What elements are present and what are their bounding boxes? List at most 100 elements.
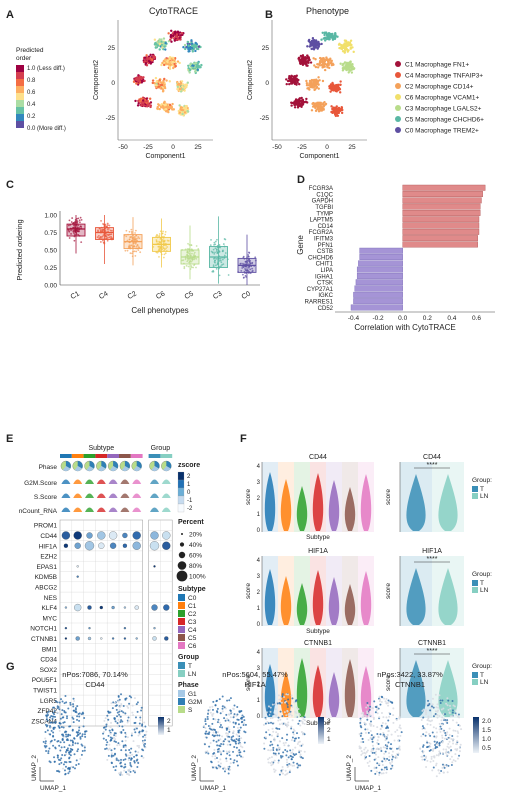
panel-b-point (352, 67, 355, 71)
panel-g-point (390, 733, 393, 736)
panel-g-point (73, 753, 76, 756)
panel-c-point (75, 217, 78, 220)
panel-g-point (287, 745, 290, 748)
panel-g-ylabel: UMAP_2 (346, 755, 353, 781)
panel-b-point (293, 106, 297, 109)
panel-g-point (293, 754, 296, 757)
panel-g-point (219, 762, 222, 765)
panel-c-point (101, 235, 104, 238)
panel-g-point (426, 704, 429, 707)
panel-g-point (360, 712, 363, 715)
panel-d-bar (402, 216, 480, 223)
panel-g-point (68, 751, 71, 754)
panel-g-point (265, 731, 268, 734)
panel-g-point (139, 719, 142, 722)
panel-g-point (269, 744, 272, 747)
panel-g-point (232, 725, 235, 728)
panel-g-point (433, 735, 436, 738)
panel-g-point (368, 760, 371, 763)
panel-e-subtype-swatch (178, 618, 185, 625)
panel-g-point (289, 763, 292, 766)
panel-b-point (330, 105, 333, 108)
panel-g-point (224, 719, 227, 722)
panel-g-point (109, 711, 112, 714)
panel-g-point (269, 717, 272, 720)
panel-g-point (436, 714, 439, 717)
panel-g-point (398, 745, 401, 748)
panel-g-point (120, 693, 123, 696)
panel-a-point (143, 56, 147, 59)
panel-e-dot (122, 543, 128, 548)
panel-e-track-violin (120, 493, 130, 498)
panel-g-point (362, 740, 365, 743)
panel-b-point (324, 62, 327, 66)
panel-g-point (287, 756, 290, 759)
panel-g-point (298, 712, 301, 715)
panel-g-point (215, 740, 218, 743)
panel-g-point (59, 717, 62, 720)
panel-g-point (452, 738, 455, 741)
panel-g-point (426, 719, 429, 722)
panel-g-point (299, 724, 302, 727)
panel-g-point (376, 739, 379, 742)
panel-c-box (95, 227, 114, 240)
panel-c-point (99, 241, 102, 243)
panel-g-point (382, 733, 385, 736)
panel-g-point (303, 722, 306, 725)
panel-g-point (294, 710, 297, 713)
panel-g-point (398, 716, 401, 719)
panel-b-point (349, 39, 353, 42)
panel-letter-A: A (6, 9, 14, 21)
panel-b-point (314, 58, 317, 61)
panel-g-point (431, 705, 434, 708)
panel-g-point (286, 766, 289, 769)
panel-g-point (63, 769, 66, 772)
panel-b-point (340, 111, 344, 115)
panel-g-point (232, 707, 235, 710)
panel-g-point (214, 704, 217, 707)
panel-g-point (228, 765, 231, 768)
panel-e-dot (162, 531, 171, 540)
panel-b-point (321, 79, 325, 83)
panel-a-point (140, 77, 143, 81)
panel-b-point (291, 79, 295, 82)
panel-a-point (159, 106, 163, 109)
panel-g-point (381, 764, 384, 767)
panel-a-point (165, 79, 168, 82)
panel-g-point (394, 755, 397, 758)
panel-g-point (216, 721, 219, 724)
panel-g-point (236, 713, 239, 716)
panel-g-point (383, 697, 386, 700)
panel-g-point (48, 760, 51, 763)
panel-g-point (435, 736, 438, 739)
panel-g-point (103, 719, 106, 722)
panel-g-point (54, 715, 57, 718)
panel-g-point (441, 723, 444, 726)
panel-g-point (446, 719, 449, 722)
panel-g-point (64, 751, 67, 754)
panel-g-point (119, 762, 122, 765)
panel-g-point (236, 706, 239, 709)
panel-b-point (328, 87, 331, 90)
panel-b-point (323, 39, 327, 42)
panel-c-point (162, 230, 164, 233)
panel-g-point (380, 772, 383, 775)
panel-g-point (124, 731, 127, 734)
panel-f-group-legend-swatch (472, 587, 478, 593)
panel-g-point (268, 733, 271, 736)
panel-g-point (431, 731, 434, 734)
panel-e-zscore-segment (177, 503, 185, 513)
panel-b-point (352, 50, 355, 54)
panel-g-point (435, 754, 438, 757)
panel-g-point (448, 733, 451, 736)
panel-g-point (366, 718, 369, 721)
panel-g-point (45, 750, 48, 753)
panel-g-point (212, 766, 215, 769)
panel-g-point (456, 735, 459, 738)
panel-g-point (265, 736, 268, 739)
panel-g-point (432, 706, 435, 709)
panel-b-point (310, 83, 314, 87)
panel-g-point (263, 742, 266, 745)
panel-c-point (79, 216, 82, 219)
panel-d-gene-label: IGHA1 (315, 274, 334, 280)
